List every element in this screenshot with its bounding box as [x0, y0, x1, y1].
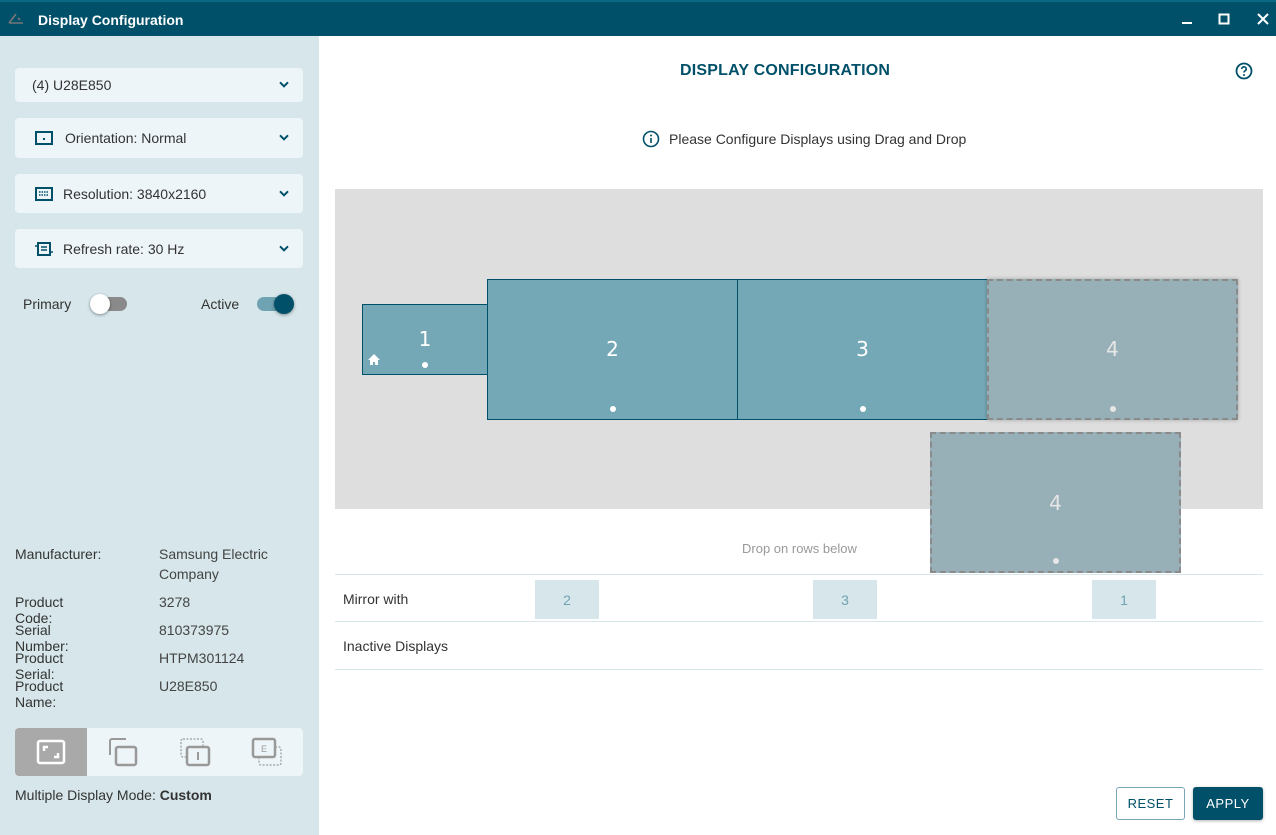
home-icon — [368, 354, 380, 365]
chevron-down-icon — [279, 245, 289, 252]
help-icon[interactable] — [1235, 62, 1253, 80]
monitor-dot — [422, 362, 428, 368]
serial-number-value: 810373975 — [159, 622, 230, 638]
product-serial-value: HTPM301124 — [159, 650, 245, 666]
window-title: Display Configuration — [38, 12, 184, 28]
info-icon — [642, 130, 660, 148]
monitor-dot — [609, 406, 616, 412]
apply-button[interactable]: APPLY — [1193, 787, 1263, 820]
product-code-value: 3278 — [159, 594, 191, 610]
internal-only-icon — [180, 738, 211, 767]
display-mode-value: Custom — [159, 787, 212, 803]
monitor-4[interactable]: 4 — [987, 279, 1238, 420]
mode-external-button[interactable]: E — [231, 728, 303, 776]
orientation-value: Orientation: Normal — [65, 130, 187, 146]
mode-mirror-button[interactable] — [87, 728, 159, 776]
monitor-1[interactable]: 1 — [362, 304, 488, 375]
drop-hint: Drop on rows below — [742, 541, 857, 556]
title-bar: Display Configuration — [0, 0, 1276, 36]
manufacturer-value: Samsung Electric Company — [159, 546, 268, 582]
instruction-hint: Please Configure Displays using Drag and… — [642, 130, 966, 148]
monitor-dot — [859, 406, 866, 412]
mode-custom-button[interactable] — [15, 728, 87, 776]
mirror-chip[interactable]: 3 — [813, 580, 877, 619]
sidebar — [0, 36, 319, 835]
mirror-chip[interactable]: 1 — [1092, 580, 1156, 619]
monitor-4-drag-ghost[interactable]: 4 — [930, 432, 1181, 573]
monitor-3[interactable]: 3 — [737, 279, 988, 420]
monitor-label: 1 — [418, 327, 432, 351]
product-serial-label: Product Serial: — [15, 650, 64, 682]
refresh-rate-icon — [35, 241, 53, 256]
product-name-value: U28E850 — [159, 678, 218, 694]
manufacturer-label: Manufacturer: — [15, 546, 102, 562]
orientation-icon — [35, 131, 53, 145]
custom-mode-icon — [36, 739, 66, 765]
minimize-button[interactable] — [1177, 10, 1197, 30]
monitor-dot — [1109, 406, 1116, 412]
app-logo-icon — [8, 11, 24, 25]
mirror-label: Mirror with — [343, 591, 409, 607]
display-mode-label: Multiple Display Mode: — [15, 787, 160, 803]
chevron-down-icon — [279, 134, 289, 141]
monitor-label: 3 — [856, 337, 869, 361]
display-mode-selector: E — [15, 728, 303, 776]
close-button[interactable] — [1253, 10, 1273, 30]
display-select[interactable]: (4) U28E850 — [15, 68, 303, 102]
inactive-label: Inactive Displays — [343, 638, 449, 654]
svg-text:E: E — [261, 744, 267, 754]
refresh-rate-select[interactable]: Refresh rate: 30 Hz — [15, 229, 303, 268]
mirror-mode-icon — [109, 738, 138, 767]
mode-internal-button[interactable] — [159, 728, 231, 776]
refresh-rate-value: Refresh rate: 30 Hz — [63, 240, 185, 257]
primary-toggle[interactable] — [90, 294, 127, 314]
chevron-down-icon — [279, 190, 289, 197]
monitor-label: 4 — [1106, 337, 1119, 361]
inactive-row[interactable]: Inactive Displays — [335, 622, 1263, 670]
page-title: DISPLAY CONFIGURATION — [680, 62, 891, 79]
monitor-2[interactable]: 2 — [487, 279, 738, 420]
mirror-row[interactable]: Mirror with 2 3 1 — [335, 574, 1263, 622]
external-only-icon: E — [251, 737, 282, 766]
resolution-value: Resolution: 3840x2160 — [63, 185, 207, 202]
product-name-label: Product Name: — [15, 678, 64, 710]
resolution-icon — [35, 186, 53, 201]
active-toggle[interactable] — [257, 294, 294, 314]
primary-label: Primary — [23, 296, 72, 312]
chevron-down-icon — [279, 81, 289, 88]
monitor-label: 2 — [606, 337, 619, 361]
monitor-dot — [1052, 558, 1059, 564]
product-code-label: Product Code: — [15, 594, 64, 626]
maximize-button[interactable] — [1214, 10, 1234, 30]
active-label: Active — [201, 296, 240, 312]
orientation-select[interactable]: Orientation: Normal — [15, 118, 303, 158]
mirror-chip[interactable]: 2 — [535, 580, 599, 619]
display-mode-status: Multiple Display Mode: Custom — [15, 787, 212, 803]
reset-button[interactable]: RESET — [1116, 787, 1185, 820]
resolution-select[interactable]: Resolution: 3840x2160 — [15, 174, 303, 213]
hint-text: Please Configure Displays using Drag and… — [669, 131, 967, 147]
monitor-label: 4 — [1049, 491, 1062, 515]
display-select-value: (4) U28E850 — [32, 77, 112, 93]
serial-number-label: Serial Number: — [15, 622, 69, 654]
